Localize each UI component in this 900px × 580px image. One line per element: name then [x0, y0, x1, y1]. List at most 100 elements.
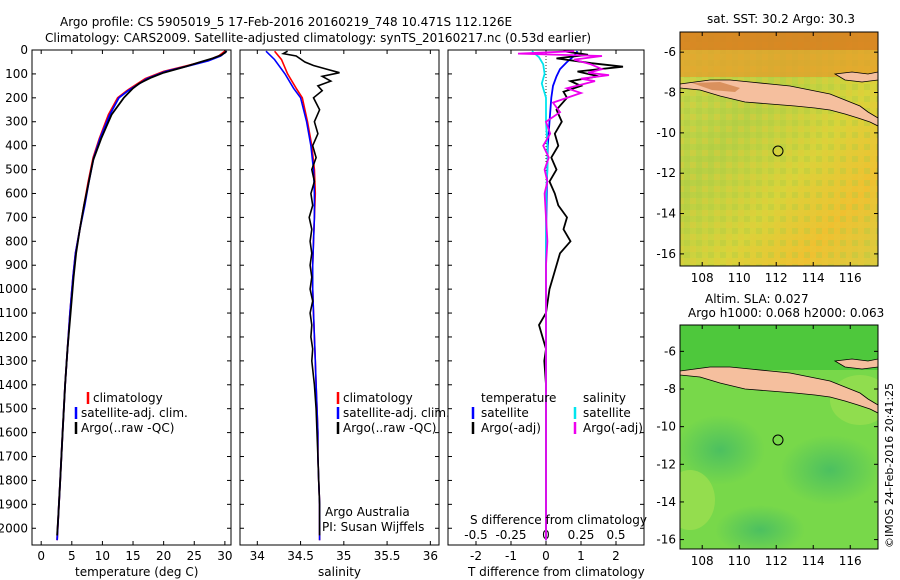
map-lat-label: -14: [656, 495, 676, 509]
sal-legend-climatology-label: climatology: [343, 391, 413, 405]
depth-tick-label: 1500: [0, 402, 28, 416]
header-line1: Argo profile: CS 5905019_5 17-Feb-2016 2…: [60, 15, 513, 29]
tdiff-x-tick-label: -2: [470, 549, 482, 563]
map-lon-label: 116: [839, 271, 862, 285]
diff-legend-t-satellite-label: satellite: [481, 406, 529, 420]
diff-legend-salinity-title: salinity: [583, 391, 626, 405]
depth-tick-label: 1600: [0, 426, 28, 440]
temperature-x-tick-label: 10: [95, 549, 110, 563]
depth-tick-label: 100: [5, 67, 28, 81]
depth-tick-label: 1800: [0, 473, 28, 487]
temperature-x-tick-label: 0: [37, 549, 45, 563]
salinity-panel-frame: [239, 49, 440, 546]
salinity-series-argo-raw-qc-: [280, 50, 340, 536]
map-lon-label: 114: [802, 554, 825, 568]
temperature-x-tick-label: 20: [156, 549, 171, 563]
sal-legend-argo-label: Argo(..raw -QC): [343, 421, 436, 435]
map-lon-label: 110: [728, 271, 751, 285]
map-lat-label: -8: [664, 382, 676, 396]
depth-tick-label: 1300: [0, 354, 28, 368]
depth-tick-label: 1200: [0, 330, 28, 344]
map-lat-label: -16: [656, 533, 676, 547]
argo-float-marker-top: [772, 145, 784, 157]
depth-tick-label: 900: [5, 258, 28, 272]
depth-tick-label: 300: [5, 115, 28, 129]
pi-note: PI: Susan Wijffels: [322, 520, 424, 534]
difference-series-salinity-satellite: [531, 50, 549, 541]
java-shore-warm: [692, 82, 740, 92]
salinity-x-tick-label: 36: [423, 549, 438, 563]
temperature-x-tick-label: 15: [125, 549, 140, 563]
map-lat-label: -6: [664, 45, 676, 59]
depth-tick-label: 400: [5, 139, 28, 153]
depth-tick-label: 200: [5, 91, 28, 105]
diff-legend-t-argo-label: Argo(-adj): [481, 421, 541, 435]
depth-tick-label: 1000: [0, 282, 28, 296]
sla-eddy-2: [780, 435, 878, 505]
diff-legend-temperature-title: temperature: [481, 391, 556, 405]
map-lon-label: 110: [728, 554, 751, 568]
diff-legend-s-satellite-label: satellite: [583, 406, 631, 420]
depth-tick-label: 1100: [0, 306, 28, 320]
t-difference-axis-label: T difference from climatology: [467, 565, 645, 579]
temperature-x-tick-label: 5: [68, 549, 76, 563]
sla-eddy-3: [715, 505, 805, 549]
sdiff-x-tick-label: 0.5: [606, 528, 625, 542]
map-bottom-title2: Argo h1000: 0.068 h2000: 0.063: [688, 306, 884, 320]
map-lon-label: 116: [839, 554, 862, 568]
argo-australia-note: Argo Australia: [325, 505, 410, 519]
map-lon-label: 112: [765, 554, 788, 568]
depth-tick-label: 800: [5, 234, 28, 248]
sla-high-2: [680, 470, 715, 530]
temperature-x-tick-label: 25: [187, 549, 202, 563]
depth-tick-label: 0: [20, 43, 28, 57]
map-lat-label: -16: [656, 247, 676, 261]
legend-satellite-label: satellite-adj. clim.: [81, 406, 188, 420]
header-line2: Climatology: CARS2009. Satellite-adjuste…: [45, 31, 592, 45]
map-lat-label: -10: [656, 126, 676, 140]
madura-island-bottom: [833, 358, 878, 370]
tdiff-x-tick-label: -1: [505, 549, 517, 563]
temperature-series-climatology: [56, 50, 226, 541]
sla-map: [680, 325, 878, 549]
temperature-axis-label: temperature (deg C): [75, 565, 198, 579]
map-top-title: sat. SST: 30.2 Argo: 30.3: [707, 12, 855, 26]
argo-float-marker-bottom: [772, 434, 784, 446]
madura-island: [833, 71, 878, 83]
depth-tick-label: 700: [5, 210, 28, 224]
temperature-series-argo-raw-qc-: [56, 50, 228, 536]
map-lon-label: 112: [765, 271, 788, 285]
depth-tick-label: 2000: [0, 521, 28, 535]
depth-tick-label: 1900: [0, 497, 28, 511]
sdiff-x-tick-label: 0.25: [568, 528, 595, 542]
salinity-x-tick-label: 34: [250, 549, 265, 563]
diff-legend-s-argo-label: Argo(-adj): [583, 421, 643, 435]
depth-tick-label: 1400: [0, 378, 28, 392]
sal-legend-satellite-label: satellite-adj. clim.: [343, 406, 450, 420]
sst-map: [680, 32, 878, 266]
map-lat-label: -14: [656, 207, 676, 221]
s-difference-axis-label: S difference from climatology: [470, 513, 647, 527]
map-lon-label: 108: [691, 271, 714, 285]
temperature-x-tick-label: 30: [217, 549, 232, 563]
tdiff-x-tick-label: 2: [612, 549, 620, 563]
legend-climatology-label: climatology: [93, 391, 163, 405]
map-top-frame: [679, 31, 879, 267]
difference-series-temperature-satellite: [545, 50, 579, 541]
map-lat-label: -6: [664, 344, 676, 358]
temperature-panel-frame: [31, 49, 232, 546]
map-bottom-title1: Altim. SLA: 0.027: [705, 292, 809, 306]
depth-tick-label: 1700: [0, 450, 28, 464]
map-lat-label: -12: [656, 166, 676, 180]
depth-tick-label: 500: [5, 163, 28, 177]
salinity-x-tick-label: 35.5: [374, 549, 401, 563]
salinity-x-tick-label: 35: [336, 549, 351, 563]
difference-series-salinity-argo-adj-: [517, 50, 610, 541]
map-lat-label: -12: [656, 457, 676, 471]
map-lon-label: 108: [691, 554, 714, 568]
sst-hot-band: [680, 32, 878, 50]
tdiff-x-tick-label: 0: [542, 549, 550, 563]
difference-series-temperature-argo-adj-: [538, 50, 624, 541]
temperature-series-satellite-adj-clim-: [56, 50, 228, 541]
